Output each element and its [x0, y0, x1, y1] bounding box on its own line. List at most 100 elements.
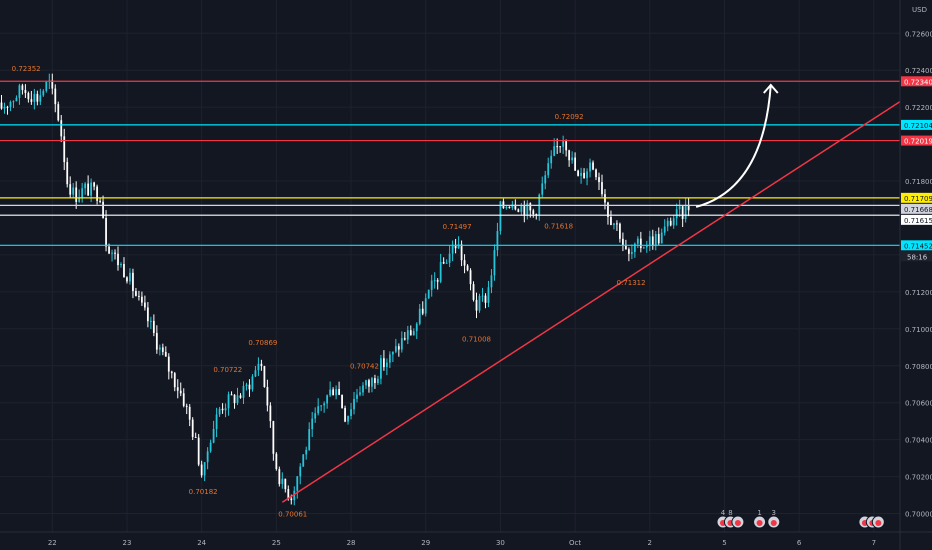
price-annotation: 0.72092 — [555, 113, 584, 121]
candle-bearish — [338, 389, 340, 395]
candle-bearish — [290, 498, 293, 501]
candle-bearish — [532, 210, 535, 215]
event-flag-count: 8 — [728, 509, 732, 517]
projection-arrow-head[interactable] — [763, 83, 779, 94]
candle-bearish — [344, 407, 346, 422]
event-flag-dot — [770, 520, 777, 526]
candle-bullish — [666, 220, 669, 227]
event-flag-count: 1 — [757, 509, 761, 517]
candle-bearish — [108, 246, 110, 254]
candle-bullish — [678, 206, 681, 210]
candle-bullish — [215, 414, 218, 429]
countdown-label: 58:16 — [907, 253, 928, 261]
candle-bullish — [388, 354, 391, 363]
candle-bearish — [191, 419, 194, 437]
candle-bullish — [633, 243, 636, 252]
candle-bullish — [496, 231, 499, 251]
candle-bullish — [209, 442, 212, 452]
candle-bullish — [394, 346, 397, 352]
candle-bearish — [141, 296, 143, 303]
candle-bearish — [669, 220, 672, 226]
candle-bearish — [442, 261, 445, 264]
candle-bearish — [383, 358, 385, 368]
candle-bullish — [9, 102, 12, 107]
candle-bullish — [305, 449, 308, 455]
candle-bearish — [624, 245, 627, 250]
candle-bearish — [36, 93, 39, 102]
candle-bearish — [559, 146, 562, 148]
candle-bearish — [287, 489, 290, 499]
candle-bearish — [687, 205, 690, 211]
candle-bearish — [0, 102, 3, 109]
candle-bearish — [60, 120, 63, 137]
candle-bearish — [188, 406, 191, 420]
candle-bearish — [409, 330, 412, 336]
candle-bullish — [586, 171, 588, 179]
candle-bearish — [194, 436, 197, 438]
price-tick-label: 0.72400 — [905, 67, 932, 75]
price-level-tag-label: 0.72019 — [904, 138, 932, 146]
candle-bullish — [550, 155, 553, 164]
time-tick-label: 7 — [872, 539, 876, 547]
candle-bearish — [284, 478, 287, 490]
ascending-trendline[interactable] — [281, 100, 901, 503]
candle-bearish — [114, 252, 116, 254]
candle-bearish — [239, 395, 242, 398]
candle-bullish — [293, 490, 296, 501]
candle-bearish — [185, 405, 188, 407]
candle-bearish — [421, 308, 424, 314]
candle-bullish — [589, 162, 591, 172]
time-tick-label: 24 — [197, 539, 206, 547]
candle-bullish — [335, 389, 337, 396]
candle-bullish — [33, 93, 36, 102]
candle-bearish — [197, 437, 200, 465]
candle-bullish — [72, 187, 75, 195]
candle-bullish — [302, 454, 305, 467]
projection-arrow-curve[interactable] — [695, 84, 772, 208]
candle-bullish — [391, 351, 394, 355]
candle-bullish — [362, 385, 364, 393]
candle-bullish — [308, 429, 311, 450]
countdown-tag — [901, 251, 932, 262]
candle-bearish — [619, 223, 621, 239]
candle-bearish — [87, 183, 90, 196]
candle-bullish — [224, 408, 227, 411]
price-annotation: 0.70182 — [189, 488, 218, 496]
time-axis[interactable]: 22 23 24 25 28 29 30 Oct 2 5 6 7 — [48, 539, 876, 547]
price-annotation: 0.70742 — [350, 362, 379, 370]
price-level-tag — [901, 240, 932, 251]
time-tick-label: 30 — [496, 539, 505, 547]
candle-bullish — [317, 406, 320, 414]
candle-bearish — [233, 394, 236, 404]
projection-arrow-layer[interactable] — [695, 83, 779, 208]
candle-bearish — [577, 170, 579, 176]
candle-bullish — [406, 330, 409, 340]
candle-bearish — [598, 177, 600, 183]
price-level-tag — [901, 119, 932, 130]
price-level-tag-label: 0.71452 — [904, 242, 932, 250]
trendline-layer[interactable] — [281, 100, 901, 503]
candle-bullish — [613, 223, 615, 226]
candle-bullish — [385, 362, 388, 368]
candle-bullish — [84, 183, 87, 189]
candle-bearish — [155, 332, 158, 350]
candle-bullish — [675, 209, 678, 219]
candle-bullish — [350, 409, 352, 416]
candle-bullish — [580, 172, 582, 176]
candle-bullish — [538, 194, 541, 215]
candle-bearish — [138, 295, 140, 297]
candle-bullish — [42, 90, 45, 96]
price-annotation: 0.71497 — [443, 223, 472, 231]
candle-bearish — [568, 150, 571, 161]
candle-bearish — [179, 390, 182, 394]
price-tick-label: 0.71000 — [905, 326, 932, 334]
candle-bearish — [272, 421, 275, 454]
candle-bullish — [111, 252, 113, 254]
candle-bearish — [275, 453, 278, 470]
candle-bearish — [132, 272, 134, 292]
candle-bearish — [341, 394, 343, 408]
time-tick-label: 23 — [123, 539, 132, 547]
price-annotation: 0.72352 — [12, 65, 41, 73]
